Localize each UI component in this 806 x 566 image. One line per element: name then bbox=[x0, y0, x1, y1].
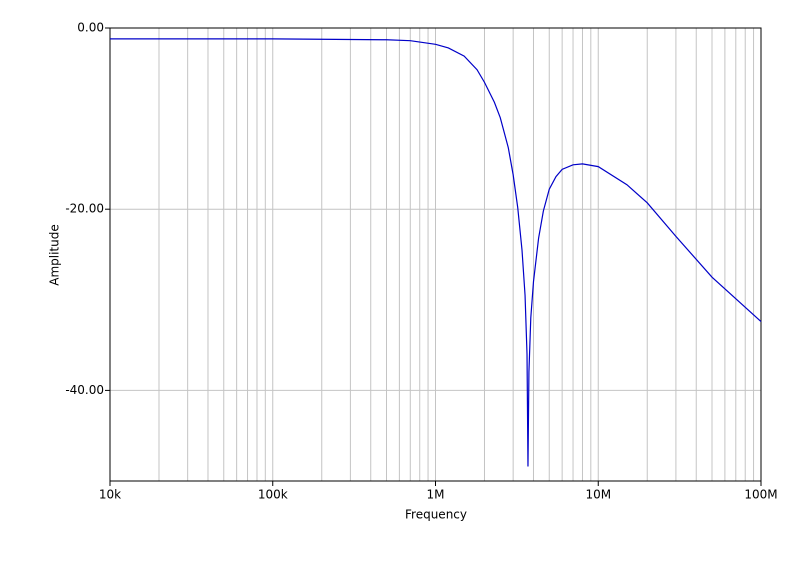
line-series bbox=[110, 38, 762, 467]
y-tick-label: 0.00 bbox=[77, 21, 104, 35]
x-tick-label: 100k bbox=[258, 488, 288, 502]
x-tick-label: 10M bbox=[585, 488, 611, 502]
y-tick-label: -40.00 bbox=[65, 383, 104, 397]
y-tick-label: -20.00 bbox=[65, 202, 104, 216]
plot-frame bbox=[109, 27, 762, 482]
x-tick-label: 10k bbox=[99, 488, 121, 502]
x-axis-label: Frequency bbox=[405, 508, 467, 522]
x-tick-label: 100M bbox=[744, 488, 777, 502]
x-tick-label: 1M bbox=[427, 488, 445, 502]
y-axis-label: Amplitude bbox=[48, 224, 62, 286]
